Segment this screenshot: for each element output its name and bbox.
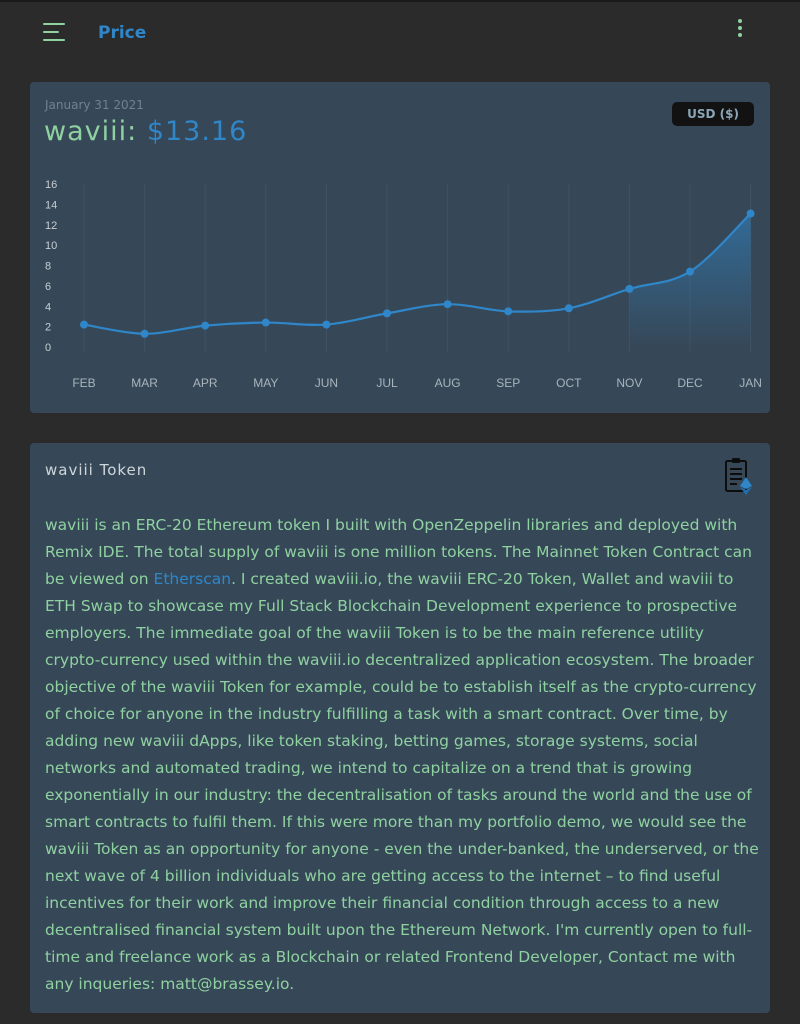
x-tick-label: OCT — [556, 376, 582, 390]
data-point — [80, 320, 88, 329]
data-point — [625, 284, 634, 293]
token-card: waviii Token waviii is an ERC-20 Ethereu… — [30, 443, 770, 1013]
description-text-1: waviii is an ERC-20 Ethereum token I bui… — [45, 516, 752, 588]
token-description: waviii is an ERC-20 Ethereum token I bui… — [45, 512, 760, 998]
page-title: Price — [98, 23, 147, 43]
token-card-title: waviii Token — [45, 461, 148, 479]
y-tick-label: 14 — [45, 199, 57, 211]
x-tick-label: JUN — [315, 376, 338, 390]
y-tick-label: 10 — [45, 240, 57, 252]
description-text-2: . I created waviii.io, the waviii ERC-20… — [45, 570, 759, 993]
top-bar: Price — [0, 2, 800, 64]
x-tick-label: MAR — [131, 376, 158, 390]
y-tick-label: 12 — [45, 220, 57, 232]
data-point — [564, 304, 573, 313]
hamburger-menu-icon[interactable] — [43, 23, 67, 43]
data-point — [140, 329, 149, 338]
data-point — [443, 300, 452, 309]
x-tick-label: SEP — [496, 376, 520, 390]
x-tick-label: DEC — [677, 376, 703, 390]
x-tick-label: FEB — [72, 376, 95, 390]
clipboard-ethereum-icon — [725, 458, 752, 495]
etherscan-link[interactable]: Etherscan — [153, 570, 232, 588]
currency-button[interactable]: USD ($) — [672, 102, 754, 126]
x-tick-label: APR — [193, 376, 218, 390]
x-tick-label: MAY — [253, 376, 278, 390]
x-tick-label: JUL — [376, 376, 398, 390]
data-point — [383, 309, 391, 318]
token-name: waviii: — [44, 116, 138, 147]
data-point — [686, 267, 694, 276]
x-tick-label: JAN — [739, 376, 762, 390]
y-tick-label: 0 — [45, 342, 51, 354]
price-date: January 31 2021 — [45, 98, 144, 112]
x-tick-label: AUG — [435, 376, 461, 390]
y-tick-label: 6 — [45, 281, 51, 293]
token-price: $13.16 — [146, 116, 248, 147]
more-options-icon[interactable] — [734, 19, 746, 39]
data-point — [261, 318, 270, 327]
data-point — [201, 321, 210, 330]
y-tick-label: 4 — [45, 301, 51, 313]
data-point — [504, 307, 513, 316]
y-tick-label: 8 — [45, 261, 51, 273]
price-card: January 31 2021 waviii: $13.16 USD ($) 0… — [30, 82, 770, 413]
price-chart: 0 2 4 6 8 10 12 14 16 FEB MAR APR MAY JUN JUL AUG SEP OCT… — [45, 179, 762, 390]
price-heading: waviii: $13.16 — [44, 116, 247, 147]
data-point — [746, 209, 755, 218]
y-tick-label: 16 — [45, 179, 57, 191]
x-tick-label: NOV — [616, 376, 642, 390]
y-tick-label: 2 — [45, 322, 51, 334]
area-fill — [629, 213, 751, 347]
data-point — [322, 320, 331, 329]
